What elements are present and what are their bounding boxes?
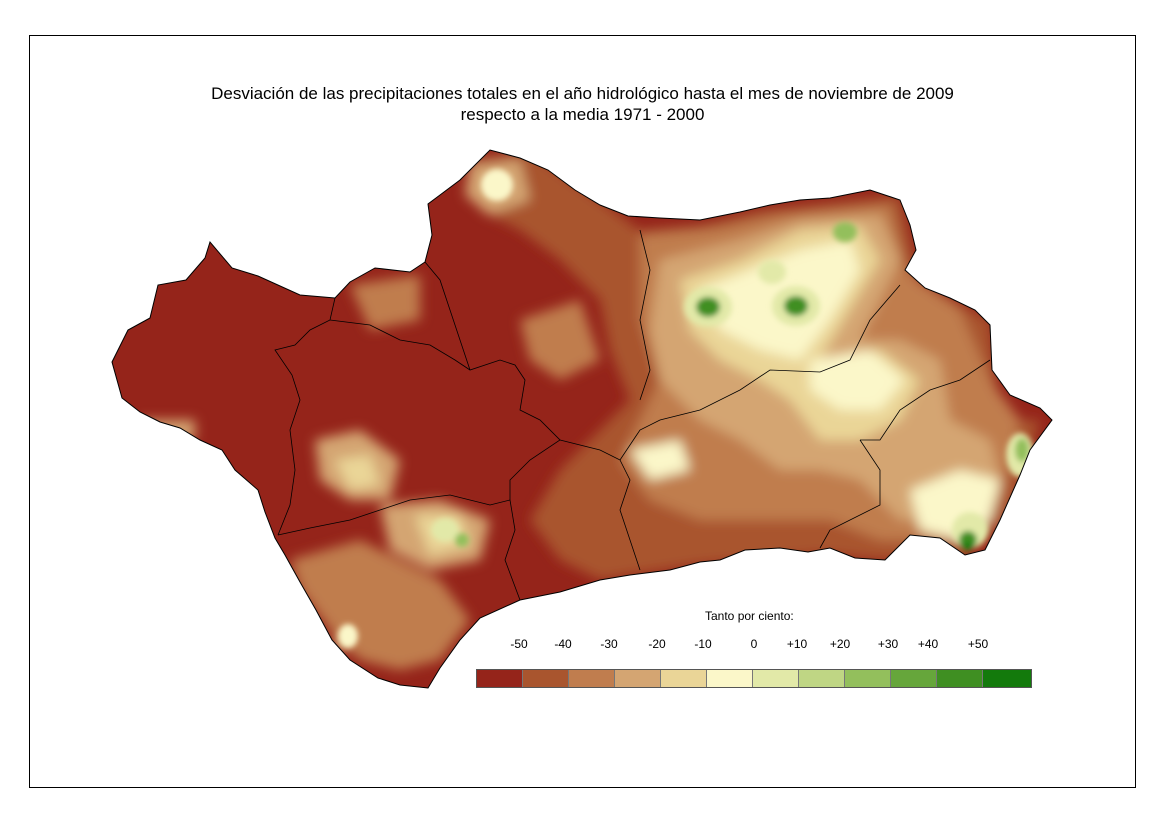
- legend-swatch: [891, 670, 937, 687]
- legend-tick-label: 0: [750, 637, 758, 651]
- legend-tick-label: -40: [554, 637, 572, 651]
- map-title-line1: Desviación de las precipitaciones totale…: [211, 84, 954, 103]
- legend-title: Tanto por ciento:: [705, 609, 794, 623]
- legend-swatch: [753, 670, 799, 687]
- legend-swatch: [845, 670, 891, 687]
- legend-swatch: [615, 670, 661, 687]
- legend-tick-label: -20: [648, 637, 666, 651]
- legend-tick-label: +20: [829, 637, 851, 651]
- legend-tick-label: +40: [917, 637, 939, 651]
- legend-tick-label: +30: [877, 637, 899, 651]
- legend-swatch: [937, 670, 983, 687]
- legend-swatch: [707, 670, 753, 687]
- legend-swatch: [799, 670, 845, 687]
- legend-swatch: [569, 670, 615, 687]
- legend-swatch: [523, 670, 569, 687]
- legend-swatch: [477, 670, 523, 687]
- legend-swatch: [983, 670, 1031, 687]
- legend-tick-label: -50: [510, 637, 528, 651]
- legend-tick-label: -30: [600, 637, 618, 651]
- legend-tick-label: +10: [786, 637, 808, 651]
- legend-color-bar: [476, 669, 1032, 688]
- map-title-line2: respecto a la media 1971 - 2000: [460, 105, 705, 124]
- legend-tick-label: -10: [694, 637, 712, 651]
- legend-tick-label: +50: [967, 637, 989, 651]
- legend-swatch: [661, 670, 707, 687]
